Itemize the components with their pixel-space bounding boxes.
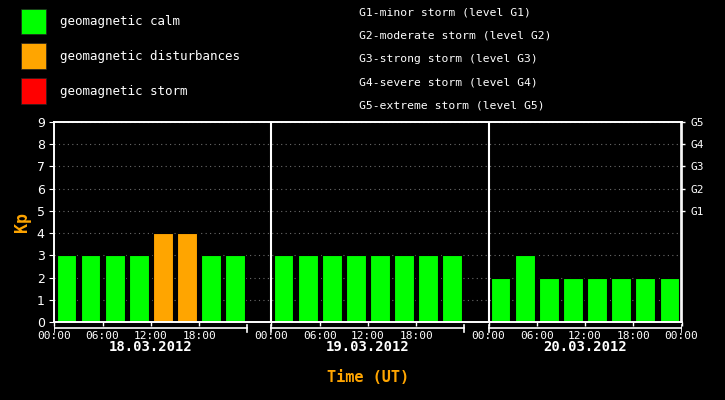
- Bar: [394, 255, 414, 322]
- Y-axis label: Kp: Kp: [13, 212, 31, 232]
- FancyBboxPatch shape: [21, 44, 46, 69]
- Text: 18.03.2012: 18.03.2012: [109, 340, 193, 354]
- Bar: [57, 255, 76, 322]
- Bar: [611, 278, 631, 322]
- Bar: [442, 255, 463, 322]
- Bar: [105, 255, 125, 322]
- Text: geomagnetic storm: geomagnetic storm: [60, 84, 188, 98]
- Text: G3-strong storm (level G3): G3-strong storm (level G3): [359, 54, 538, 64]
- Bar: [491, 278, 510, 322]
- Bar: [129, 255, 149, 322]
- FancyBboxPatch shape: [21, 78, 46, 104]
- Bar: [322, 255, 341, 322]
- Bar: [346, 255, 366, 322]
- Bar: [153, 233, 173, 322]
- Bar: [370, 255, 390, 322]
- Text: 19.03.2012: 19.03.2012: [326, 340, 410, 354]
- Bar: [225, 255, 245, 322]
- Bar: [298, 255, 318, 322]
- Bar: [515, 255, 534, 322]
- Bar: [177, 233, 197, 322]
- Text: G2-moderate storm (level G2): G2-moderate storm (level G2): [359, 31, 552, 41]
- Bar: [418, 255, 438, 322]
- Bar: [202, 255, 221, 322]
- Text: 20.03.2012: 20.03.2012: [543, 340, 627, 354]
- Bar: [80, 255, 101, 322]
- Text: G5-extreme storm (level G5): G5-extreme storm (level G5): [359, 100, 544, 110]
- Bar: [539, 278, 559, 322]
- Bar: [563, 278, 583, 322]
- Bar: [660, 278, 679, 322]
- Text: Time (UT): Time (UT): [327, 370, 409, 386]
- Text: geomagnetic disturbances: geomagnetic disturbances: [60, 50, 240, 63]
- Text: G4-severe storm (level G4): G4-severe storm (level G4): [359, 77, 538, 87]
- FancyBboxPatch shape: [21, 9, 46, 34]
- Bar: [635, 278, 655, 322]
- Bar: [273, 255, 294, 322]
- Bar: [587, 278, 607, 322]
- Text: geomagnetic calm: geomagnetic calm: [60, 15, 180, 28]
- Text: G1-minor storm (level G1): G1-minor storm (level G1): [359, 8, 531, 18]
